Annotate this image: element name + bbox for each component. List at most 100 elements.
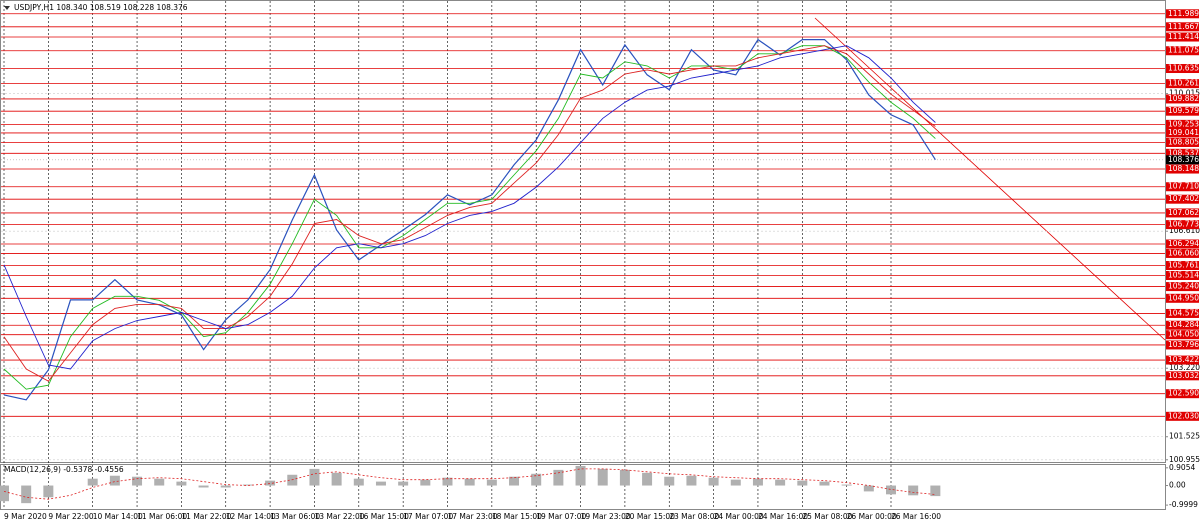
level-label: 108.805 xyxy=(1168,137,1199,146)
macd-label: MACD(12,26,9) -0.5378 -0.4556 xyxy=(4,465,124,474)
level-label: 111.414 xyxy=(1168,32,1199,41)
level-label: 107.710 xyxy=(1168,182,1199,191)
macd-bar xyxy=(442,477,453,486)
macd-bar xyxy=(642,472,653,486)
x-tick-label: 13 Mar 22:00 xyxy=(314,512,364,521)
x-tick-label: 24 Mar 00:00 xyxy=(714,512,764,521)
level-label: 104.050 xyxy=(1168,330,1199,339)
price-tag xyxy=(1166,155,1199,165)
x-tick-label: 20 Mar 15:00 xyxy=(625,512,675,521)
level-label: 109.041 xyxy=(1168,128,1199,137)
level-label: 103.796 xyxy=(1168,340,1199,349)
level-tag xyxy=(1166,148,1199,158)
level-label: 103.032 xyxy=(1168,371,1199,380)
level-label: 102.030 xyxy=(1168,411,1199,420)
x-tick-label: 19 Mar 07:00 xyxy=(536,512,586,521)
x-tick-label: 17 Mar 23:00 xyxy=(448,512,498,521)
level-tag xyxy=(1166,46,1199,56)
x-tick-label: 26 Mar 00:00 xyxy=(847,512,897,521)
level-tag xyxy=(1166,194,1199,204)
level-label: 105.761 xyxy=(1168,261,1199,270)
level-label: 108.148 xyxy=(1168,164,1199,173)
macd-bar xyxy=(176,481,187,486)
level-tag xyxy=(1166,208,1199,218)
level-tag xyxy=(1166,355,1199,365)
macd-bar xyxy=(486,479,497,486)
macd-bar xyxy=(797,480,808,486)
macd-bar xyxy=(109,475,120,486)
macd-bar xyxy=(198,485,209,488)
y-tick-label: 106.610 xyxy=(1169,226,1200,235)
x-tick-label: 26 Mar 16:00 xyxy=(891,512,941,521)
macd-bar xyxy=(309,468,320,486)
level-tag xyxy=(1166,94,1199,104)
level-tag xyxy=(1166,106,1199,116)
level-tag xyxy=(1166,32,1199,42)
y-tick-label: 103.220 xyxy=(1169,363,1200,372)
y-tick-label: 100.955 xyxy=(1169,455,1200,464)
x-tick-label: 12 Mar 14:00 xyxy=(226,512,276,521)
level-label: 108.537 xyxy=(1168,148,1199,157)
macd-bar xyxy=(420,479,431,486)
level-label: 103.422 xyxy=(1168,355,1199,364)
level-label: 109.579 xyxy=(1168,106,1199,115)
macd-bar xyxy=(686,475,697,486)
x-tick-label: 18 Mar 15:00 xyxy=(492,512,542,521)
level-tag xyxy=(1166,340,1199,350)
macd-bar xyxy=(331,472,342,486)
level-tag xyxy=(1166,389,1199,399)
macd-bar xyxy=(154,478,165,486)
macd-bar xyxy=(886,485,896,495)
level-tag xyxy=(1166,239,1199,249)
y-tick-label: 101.525 xyxy=(1169,432,1200,441)
level-tag xyxy=(1166,182,1199,192)
level-label: 110.261 xyxy=(1168,79,1199,88)
price-label: 108.376 xyxy=(1168,155,1199,164)
macd-bar xyxy=(841,484,852,486)
macd-bar xyxy=(375,481,386,486)
macd-bar xyxy=(464,478,475,486)
macd-tick-label: 0.00 xyxy=(1169,481,1186,490)
macd-bar xyxy=(908,485,919,496)
macd-bar xyxy=(619,469,630,486)
level-tag xyxy=(1166,79,1199,89)
macd-bar xyxy=(220,485,231,488)
level-tag xyxy=(1166,128,1199,138)
x-tick-label: 11 Mar 22:00 xyxy=(181,512,231,521)
macd-bar xyxy=(398,481,409,486)
level-tag xyxy=(1166,22,1199,32)
x-tick-label: 11 Mar 06:00 xyxy=(137,512,187,521)
level-tag xyxy=(1166,330,1199,340)
macd-bar xyxy=(132,476,143,486)
level-tag xyxy=(1166,261,1199,271)
level-label: 107.062 xyxy=(1168,208,1199,217)
level-tag xyxy=(1166,119,1199,129)
moving-average xyxy=(3,45,936,370)
x-tick-label: 9 Mar 22:00 xyxy=(48,512,94,521)
level-label: 106.060 xyxy=(1168,248,1199,257)
macd-bar xyxy=(930,485,941,497)
x-tick-label: 19 Mar 23:00 xyxy=(581,512,631,521)
level-label: 110.635 xyxy=(1168,64,1199,73)
macd-bar xyxy=(708,477,719,486)
macd-bar xyxy=(287,474,298,486)
level-tag xyxy=(1166,320,1199,330)
level-tag xyxy=(1166,411,1199,421)
macd-bar xyxy=(87,478,98,486)
level-tag xyxy=(1166,308,1199,318)
macd-bar xyxy=(597,468,608,486)
level-tag xyxy=(1166,271,1199,281)
macd-bar xyxy=(509,476,520,486)
menu-arrow[interactable] xyxy=(4,6,10,10)
level-label: 102.590 xyxy=(1168,389,1199,398)
x-tick-label: 9 Mar 2020 xyxy=(4,512,47,521)
level-tag xyxy=(1166,282,1199,292)
x-tick-label: 10 Mar 14:00 xyxy=(93,512,143,521)
level-label: 106.294 xyxy=(1168,239,1199,248)
moving-average xyxy=(3,45,936,382)
level-label: 111.075 xyxy=(1168,46,1199,55)
level-tag xyxy=(1166,248,1199,258)
macd-bar xyxy=(863,485,874,492)
